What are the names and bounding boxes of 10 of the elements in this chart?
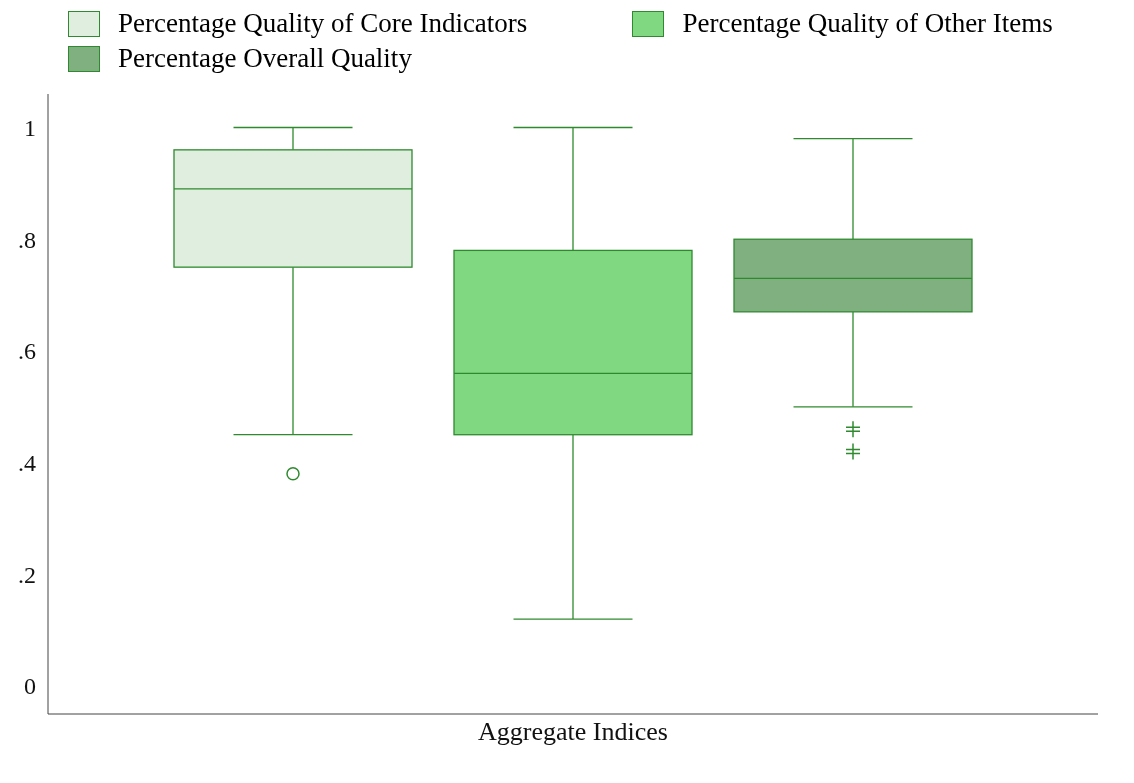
y-tick-label: .8 — [18, 226, 36, 253]
y-tick-label: 0 — [24, 673, 36, 700]
legend-label: Percentage Quality of Other Items — [682, 8, 1053, 39]
legend-label: Percentage Quality of Core Indicators — [118, 8, 528, 39]
y-tick-label: .4 — [18, 450, 36, 477]
x-tick-label: Aggregate Indices — [478, 717, 668, 747]
y-tick-label: .2 — [18, 561, 36, 588]
y-tick-label: 1 — [24, 114, 36, 141]
y-tick-label: .6 — [18, 338, 36, 365]
legend-label: Percentage Overall Quality — [118, 43, 412, 74]
